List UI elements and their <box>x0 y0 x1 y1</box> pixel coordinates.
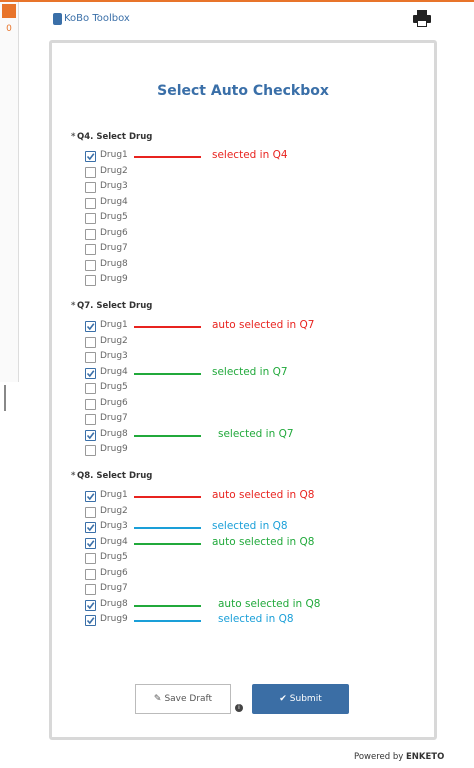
checkbox[interactable] <box>85 506 96 518</box>
annotation: auto selected in Q8 <box>212 535 315 548</box>
annotation: selected in Q7 <box>212 365 288 378</box>
checkbox[interactable] <box>85 522 96 533</box>
checkbox[interactable] <box>85 429 96 441</box>
checkbox[interactable] <box>85 615 96 626</box>
annotation-line <box>134 156 201 158</box>
checkbox[interactable] <box>85 445 96 456</box>
option-label: Drug3 <box>100 181 128 191</box>
queue-icon[interactable] <box>2 4 16 18</box>
checkbox[interactable] <box>85 259 96 271</box>
checkbox[interactable] <box>85 537 96 549</box>
option-label: Drug1 <box>100 490 128 500</box>
option-label: Drug8 <box>100 258 128 269</box>
option-label: Drug7 <box>100 413 128 423</box>
form-title: Select Auto Checkbox <box>157 83 329 99</box>
side-handle[interactable] <box>4 385 6 411</box>
option-label: Drug5 <box>100 552 128 562</box>
option-label: Drug3 <box>100 351 128 361</box>
option-label: Drug9 <box>100 614 128 624</box>
form-card <box>49 40 437 740</box>
checkbox[interactable] <box>85 414 96 425</box>
option-label: Drug8 <box>100 428 128 439</box>
required-mark: * <box>71 301 76 311</box>
annotation: selected in Q4 <box>212 149 288 161</box>
checkbox[interactable] <box>85 491 96 502</box>
option-label: Drug5 <box>100 382 128 392</box>
checkbox[interactable] <box>85 197 96 209</box>
annotation: auto selected in Q7 <box>212 319 315 331</box>
checkbox[interactable] <box>85 321 96 332</box>
checkbox[interactable] <box>85 213 96 224</box>
annotation-line <box>134 326 201 328</box>
option-label: Drug1 <box>100 150 128 160</box>
submit-label: Submit <box>289 694 322 704</box>
option-label: Drug4 <box>100 366 128 377</box>
option-label: Drug2 <box>100 505 128 516</box>
annotation-line <box>134 542 201 545</box>
annotation: auto selected in Q8 <box>218 597 321 610</box>
checkbox[interactable] <box>85 244 96 255</box>
option-label: Drug6 <box>100 397 128 408</box>
top-bar <box>0 0 474 2</box>
info-icon[interactable]: i <box>235 704 243 712</box>
option-label: Drug8 <box>100 598 128 609</box>
checkbox[interactable] <box>85 599 96 611</box>
option-label: Drug4 <box>100 196 128 207</box>
question-label: Q8. Select Drug <box>77 471 153 481</box>
option-label: Drug3 <box>100 521 128 531</box>
option-label: Drug6 <box>100 227 128 238</box>
checkbox[interactable] <box>85 584 96 595</box>
save-draft-label: Save Draft <box>164 694 213 704</box>
checkbox[interactable] <box>85 352 96 363</box>
option-label: Drug4 <box>100 536 128 547</box>
required-mark: * <box>71 132 76 142</box>
annotation-line <box>134 496 201 498</box>
annotation-line <box>134 527 201 529</box>
checkbox[interactable] <box>85 336 96 348</box>
annotation: selected in Q7 <box>218 427 294 440</box>
option-label: Drug9 <box>100 274 128 284</box>
checkbox[interactable] <box>85 275 96 286</box>
option-label: Drug6 <box>100 567 128 578</box>
annotation-line <box>134 372 201 375</box>
footer: Powered by ENKETO <box>354 752 444 762</box>
checkbox[interactable] <box>85 398 96 410</box>
logo-icon <box>53 13 62 25</box>
question-label: Q7. Select Drug <box>77 301 153 311</box>
annotation: selected in Q8 <box>212 520 288 532</box>
checkbox[interactable] <box>85 367 96 379</box>
checkbox[interactable] <box>85 553 96 564</box>
option-label: Drug5 <box>100 212 128 222</box>
option-label: Drug2 <box>100 165 128 176</box>
queue-count: 0 <box>6 24 12 34</box>
brand: ENKETO <box>405 752 445 762</box>
checkbox[interactable] <box>85 228 96 240</box>
checkbox[interactable] <box>85 383 96 394</box>
logo[interactable]: KoBo Toolbox <box>64 13 130 24</box>
option-label: Drug2 <box>100 335 128 346</box>
side-panel: 0 <box>0 2 19 382</box>
print-icon[interactable] <box>413 10 431 27</box>
option-label: Drug9 <box>100 444 128 454</box>
annotation: selected in Q8 <box>218 613 294 625</box>
checkbox[interactable] <box>85 166 96 178</box>
save-draft-button[interactable]: ✎ Save Draft <box>135 684 231 714</box>
checkbox[interactable] <box>85 568 96 580</box>
checkbox[interactable] <box>85 151 96 162</box>
submit-button[interactable]: ✔ Submit <box>252 684 349 714</box>
question-label: Q4. Select Drug <box>77 132 153 142</box>
powered-by: Powered by <box>354 752 404 762</box>
annotation-line <box>134 434 201 437</box>
required-mark: * <box>71 471 76 481</box>
checkbox[interactable] <box>85 182 96 193</box>
annotation: auto selected in Q8 <box>212 489 315 501</box>
annotation-line <box>134 620 201 622</box>
annotation-line <box>134 604 201 607</box>
option-label: Drug7 <box>100 243 128 253</box>
option-label: Drug1 <box>100 320 128 330</box>
option-label: Drug7 <box>100 583 128 593</box>
